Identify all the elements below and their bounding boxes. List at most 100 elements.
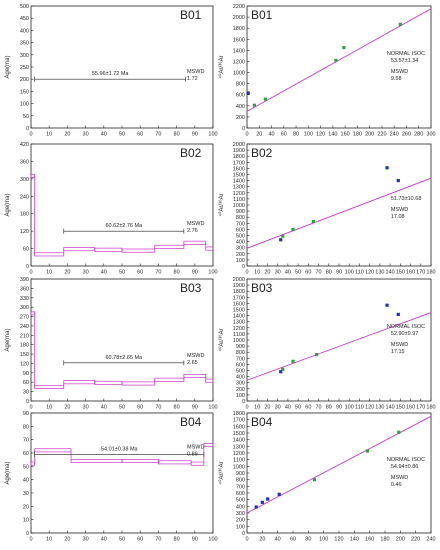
mswd-label: MSWD [187,444,204,450]
age-step [205,378,214,383]
y-tick-label: 390 [20,277,29,283]
y-axis-label: Age(ma) [5,328,11,351]
y-tick-label: 900 [236,344,245,350]
y-tick-label: 900 [236,471,245,477]
x-tick-label: 160 [365,537,374,543]
x-tick-label: 140 [350,537,359,543]
x-tick-label: 240 [390,132,399,138]
x-tick-label: 90 [192,405,198,411]
x-tick-label: 90 [336,270,342,276]
x-tick-label: 40 [285,405,291,411]
y-tick-label: 150 [20,89,29,95]
age-step [30,461,35,466]
data-point-green [334,58,338,62]
y-tick-label: 1800 [233,411,245,417]
y-tick-label: 1100 [233,197,245,203]
x-tick-label: 0 [29,405,32,411]
x-tick-label: 50 [119,270,125,276]
panel-label: B01 [180,8,202,22]
y-tick-label: 200 [236,518,245,524]
y-tick-label: 120 [20,229,29,235]
y-tick-label: 70 [23,438,29,444]
x-tick-label: 220 [377,132,386,138]
panel-b03-isochron: 0 10 20 30 40 50 60 70 80 90 100 110 120 130 140 150 160… [218,277,436,411]
y-tick-label: 1700 [233,418,245,424]
data-point-blue [254,505,258,509]
x-tick-label: 60 [137,132,143,138]
y-tick-label: 1600 [233,37,245,43]
panel-b02-isochron: 0 10 20 30 40 50 60 70 80 90 100 110 120 130 140 150 160… [218,142,436,276]
x-tick-label: 100 [319,537,328,543]
x-tick-label: 80 [326,270,332,276]
panel-b03-age-spectrum: 0 10 20 30 40 50 60 70 80 90 100 0 30 60 90 120 150 180 21… [5,277,218,411]
mswd-value: 0.89 [187,451,198,457]
x-tick-label: 140 [328,132,337,138]
y-tick-label: 180 [20,343,29,349]
x-tick-label: 150 [396,270,405,276]
age-step [30,174,35,178]
y-tick-label: 800 [236,215,245,221]
y-tick-label: 100 [20,102,29,108]
y-tick-label: 0 [242,126,245,132]
y-tick-label: 2000 [233,142,245,148]
plateau-age-label: 55.96±1.72 Ma [92,71,130,77]
age-step [158,460,192,465]
mswd-value: 0.46 [391,482,402,488]
x-tick-label: 30 [83,270,89,276]
data-point-green [291,227,295,231]
y-tick-label: 0 [26,399,29,405]
x-tick-label: 120 [316,132,325,138]
y-tick-label: 120 [20,361,29,367]
plateau-age-label: 60.62±2.76 Ma [105,223,143,229]
y-tick-label: 1800 [233,26,245,32]
x-tick-label: 40 [275,537,281,543]
x-tick-label: 0 [29,270,32,276]
x-tick-label: 100 [208,270,217,276]
x-tick-label: 20 [64,537,70,543]
x-tick-label: 300 [426,132,435,138]
isochron-age-label: 53.57±1.34 [391,58,419,64]
x-tick-label: 30 [83,537,89,543]
plateau-age-label: 54.01±0.38 Ma [101,446,139,452]
x-tick-label: 100 [345,405,354,411]
y-tick-label: 1100 [233,458,245,464]
y-tick-label: 60 [23,380,29,386]
mswd-label: MSWD [391,475,408,481]
data-point-green [312,478,317,482]
y-tick-label: 1500 [233,308,245,314]
x-tick-label: 80 [305,537,311,543]
data-point-blue [396,179,400,183]
x-tick-label: 60 [137,537,143,543]
mswd-value: 17.08 [391,214,405,220]
isochron-age-label: 51.73±10.68 [391,196,422,202]
y-tick-label: 30 [23,491,29,497]
y-axis-label: ⁴⁰Ar/³⁶Ar [218,55,225,78]
age-step [154,244,185,249]
x-tick-label: 90 [336,405,342,411]
x-tick-label: 40 [101,405,107,411]
data-point-green [342,45,346,50]
x-tick-label: 60 [281,132,287,138]
y-tick-label: 100 [236,524,245,530]
panel-label: B02 [251,146,273,160]
mswd-value: 17.15 [391,349,405,355]
x-tick-label: 50 [119,405,125,411]
y-tick-label: 1700 [233,295,245,301]
x-tick-label: 220 [411,537,420,543]
y-tick-label: 700 [236,484,245,490]
mswd-label: MSWD [391,69,408,75]
y-tick-label: 800 [236,478,245,484]
x-tick-label: 120 [334,537,343,543]
isochron-type-label: NORMAL ISOC [387,51,425,57]
x-tick-label: 20 [256,132,262,138]
y-tick-label: 1500 [233,173,245,179]
y-axis-label: ⁴⁰Ar/³⁶Ar [218,328,225,351]
x-tick-label: 100 [304,132,313,138]
x-tick-label: 200 [365,132,374,138]
y-tick-label: 2200 [233,4,245,10]
mswd-value: 1.72 [187,76,198,82]
x-tick-label: 90 [192,537,198,543]
mswd-label: MSWD [187,353,204,359]
x-tick-label: 140 [386,405,395,411]
